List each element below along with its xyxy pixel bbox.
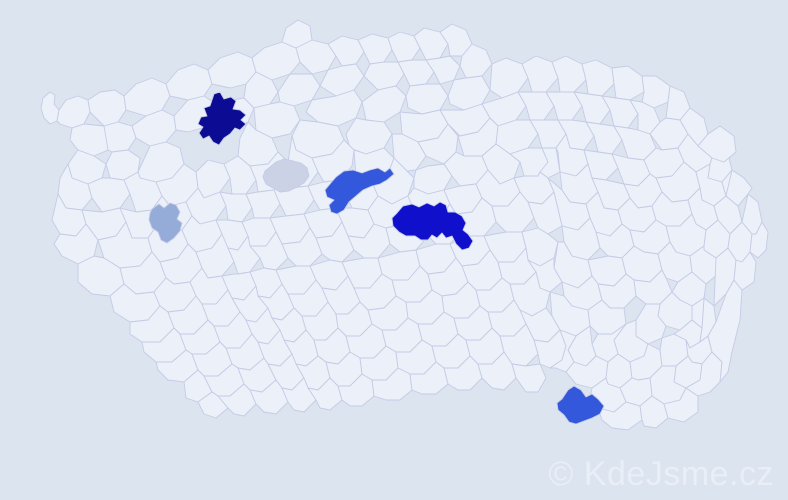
district [549,329,577,373]
highlighted-district-kolin[interactable] [324,167,395,215]
district [697,125,737,163]
district [511,363,547,393]
highlighted-district-louny[interactable] [197,91,247,146]
highlighted-district-pardubice[interactable] [391,201,474,251]
district [707,279,743,383]
district [733,251,757,291]
district-layer-highlighted [148,91,605,425]
highlighted-district-breclav[interactable] [556,385,605,425]
district-layer-default [40,19,769,431]
highlighted-district-rakovnik[interactable] [262,158,310,193]
district [725,169,753,207]
district [439,23,473,57]
district [691,297,705,329]
district [749,221,769,259]
highlighted-district-rokycany[interactable] [148,202,183,244]
district [425,55,461,85]
district [56,95,91,129]
watermark-kdejsme: © KdeJsme.cz [548,454,774,493]
district [103,121,137,153]
